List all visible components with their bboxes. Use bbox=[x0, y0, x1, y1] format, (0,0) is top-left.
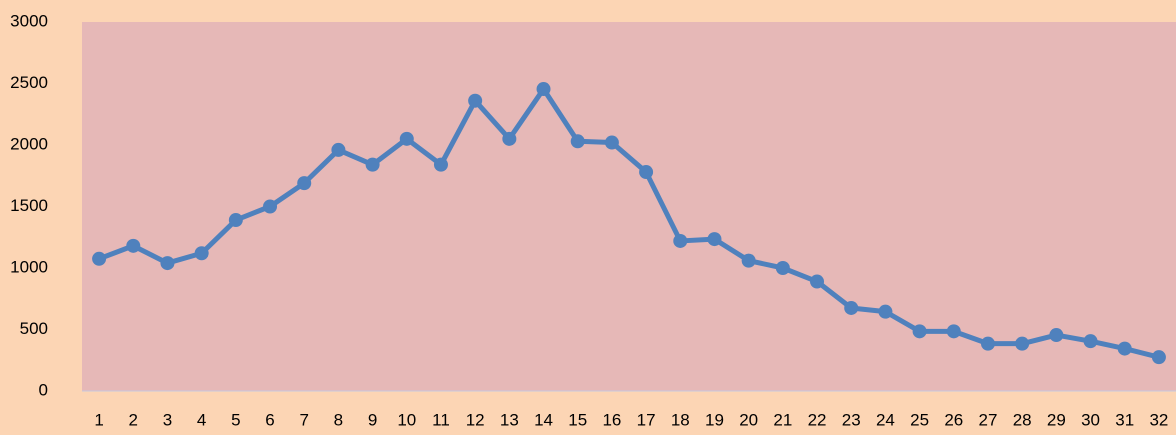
point bbox=[741, 253, 756, 268]
point bbox=[433, 157, 448, 172]
x-tick-label: 22 bbox=[808, 410, 827, 429]
x-tick-label: 8 bbox=[334, 410, 343, 429]
y-tick-label: 0 bbox=[39, 380, 48, 399]
x-tick-label: 31 bbox=[1115, 410, 1134, 429]
x-tick-label: 6 bbox=[265, 410, 274, 429]
x-tick-label: 4 bbox=[197, 410, 206, 429]
x-tick-label: 26 bbox=[944, 410, 963, 429]
point bbox=[126, 238, 141, 253]
y-tick-label: 1500 bbox=[10, 196, 48, 215]
point bbox=[844, 300, 859, 315]
point bbox=[331, 142, 346, 157]
x-tick-label: 10 bbox=[397, 410, 416, 429]
point bbox=[297, 176, 312, 191]
point bbox=[570, 134, 585, 149]
point bbox=[536, 82, 551, 97]
point bbox=[707, 232, 722, 247]
point bbox=[160, 256, 175, 271]
x-tick-label: 11 bbox=[432, 410, 450, 429]
x-tick-label: 13 bbox=[500, 410, 519, 429]
x-tick-label: 12 bbox=[466, 410, 485, 429]
y-tick-label: 500 bbox=[20, 319, 48, 338]
point bbox=[639, 165, 654, 180]
x-tick-label: 32 bbox=[1149, 410, 1168, 429]
x-tick-label: 21 bbox=[773, 410, 792, 429]
y-tick-label: 1000 bbox=[10, 257, 48, 276]
point bbox=[878, 304, 893, 319]
x-tick-label: 2 bbox=[129, 410, 138, 429]
x-tick-label: 14 bbox=[534, 410, 553, 429]
x-tick-label: 3 bbox=[163, 410, 172, 429]
point bbox=[946, 324, 961, 339]
x-tick-label: 1 bbox=[94, 410, 103, 429]
point bbox=[980, 336, 995, 351]
x-tick-label: 27 bbox=[979, 410, 998, 429]
point bbox=[502, 131, 517, 146]
point bbox=[1015, 336, 1030, 351]
point bbox=[810, 274, 825, 289]
point bbox=[365, 157, 380, 172]
x-tick-label: 25 bbox=[910, 410, 929, 429]
y-tick-label: 2500 bbox=[10, 73, 48, 92]
point bbox=[775, 261, 790, 275]
y-tick-label: 2000 bbox=[10, 134, 48, 153]
point bbox=[1049, 328, 1064, 343]
x-tick-label: 9 bbox=[368, 410, 377, 429]
point bbox=[399, 131, 414, 146]
x-tick-label: 29 bbox=[1047, 410, 1066, 429]
plot-area bbox=[82, 22, 1176, 391]
x-tick-label: 19 bbox=[705, 410, 724, 429]
point bbox=[912, 324, 927, 339]
x-tick-label: 7 bbox=[299, 410, 308, 429]
point bbox=[604, 135, 619, 150]
x-tick-label: 16 bbox=[602, 410, 621, 429]
point bbox=[1083, 334, 1098, 349]
point bbox=[468, 93, 483, 108]
x-tick-label: 30 bbox=[1081, 410, 1100, 429]
point bbox=[1151, 350, 1166, 365]
x-tick-label: 23 bbox=[842, 410, 861, 429]
y-tick-label: 3000 bbox=[10, 11, 48, 30]
x-tick-label: 24 bbox=[876, 410, 895, 429]
x-tick-label: 20 bbox=[739, 410, 758, 429]
point bbox=[1117, 341, 1132, 356]
x-tick-label: 17 bbox=[637, 410, 656, 429]
x-tick-label: 28 bbox=[1013, 410, 1032, 429]
point bbox=[263, 199, 278, 214]
point bbox=[673, 233, 688, 248]
x-tick-label: 5 bbox=[231, 410, 240, 429]
x-tick-label: 15 bbox=[568, 410, 587, 429]
point bbox=[194, 246, 209, 261]
point bbox=[228, 213, 243, 228]
point bbox=[92, 251, 107, 266]
x-tick-label: 18 bbox=[671, 410, 690, 429]
